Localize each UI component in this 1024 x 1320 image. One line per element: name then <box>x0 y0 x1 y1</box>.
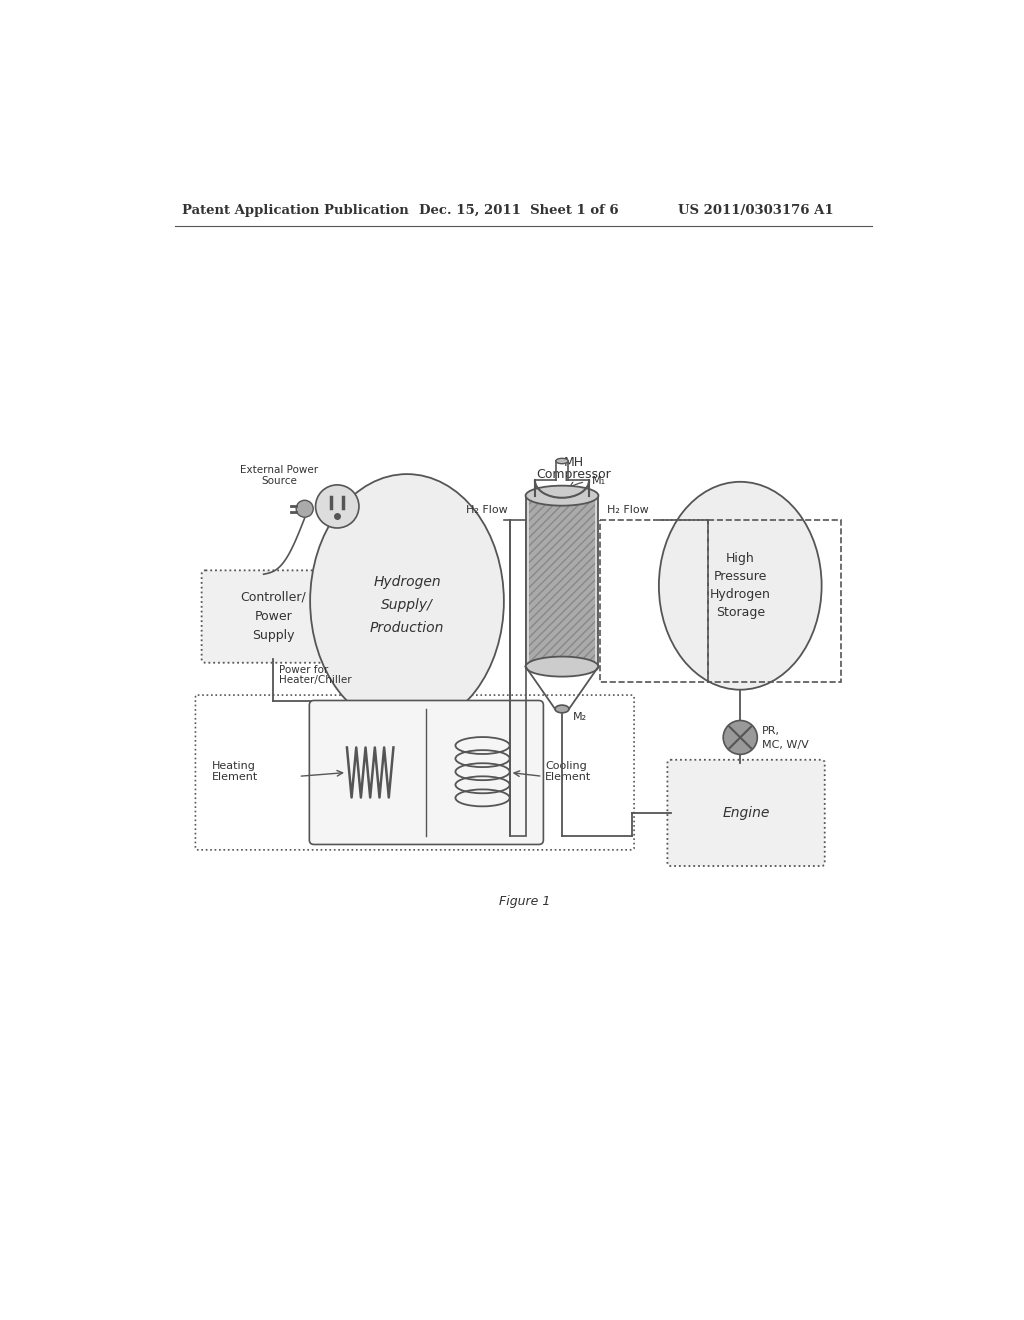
Text: Pressure: Pressure <box>714 570 767 583</box>
FancyBboxPatch shape <box>202 570 345 663</box>
Text: Hydrogen: Hydrogen <box>373 576 440 589</box>
Ellipse shape <box>310 474 504 729</box>
Bar <box>600 520 709 682</box>
Text: H₂ Flow: H₂ Flow <box>607 504 649 515</box>
Text: Controller/: Controller/ <box>241 591 306 603</box>
Circle shape <box>723 721 758 755</box>
Text: Compressor: Compressor <box>537 469 611 480</box>
Text: Dec. 15, 2011  Sheet 1 of 6: Dec. 15, 2011 Sheet 1 of 6 <box>419 203 618 216</box>
Text: Source: Source <box>261 477 297 486</box>
Text: Engine: Engine <box>722 807 770 820</box>
FancyBboxPatch shape <box>309 701 544 845</box>
Text: M₁: M₁ <box>592 477 605 486</box>
Text: Production: Production <box>370 622 444 635</box>
Circle shape <box>315 484 359 528</box>
Text: Storage: Storage <box>716 606 765 619</box>
Ellipse shape <box>658 482 821 689</box>
Text: M₂: M₂ <box>572 713 587 722</box>
Text: Power: Power <box>254 610 292 623</box>
Text: Power for: Power for <box>280 665 329 675</box>
Text: High: High <box>726 552 755 565</box>
Ellipse shape <box>555 705 569 713</box>
Ellipse shape <box>525 656 598 677</box>
Text: MC, W/V: MC, W/V <box>762 741 809 750</box>
Ellipse shape <box>525 486 598 506</box>
Text: US 2011/0303176 A1: US 2011/0303176 A1 <box>678 203 834 216</box>
Text: Supply: Supply <box>252 630 295 643</box>
Text: Hydrogen: Hydrogen <box>710 589 771 602</box>
Text: Element: Element <box>545 772 591 783</box>
Text: Heater/Chiller: Heater/Chiller <box>280 675 352 685</box>
Text: Patent Application Publication: Patent Application Publication <box>182 203 409 216</box>
Text: Heating: Heating <box>212 760 256 771</box>
Bar <box>510 520 525 836</box>
Ellipse shape <box>296 500 313 517</box>
Text: Cooling: Cooling <box>545 760 587 771</box>
Text: External Power: External Power <box>240 465 318 475</box>
Bar <box>709 520 841 682</box>
Text: Figure 1: Figure 1 <box>499 895 551 908</box>
Text: Supply/: Supply/ <box>381 598 433 612</box>
FancyBboxPatch shape <box>668 760 824 866</box>
Ellipse shape <box>556 458 568 463</box>
Text: H₂ Flow: H₂ Flow <box>466 504 508 515</box>
Text: PR,: PR, <box>762 726 780 737</box>
Text: Element: Element <box>212 772 258 783</box>
Bar <box>528 499 595 664</box>
Text: MH: MH <box>563 457 584 470</box>
Bar <box>525 496 598 667</box>
